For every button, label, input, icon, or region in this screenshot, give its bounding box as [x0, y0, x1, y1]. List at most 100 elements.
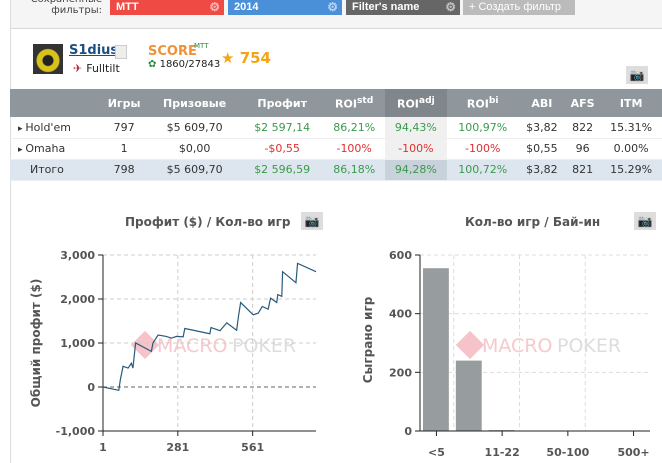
bar — [423, 268, 449, 431]
x-tick-label: <5 — [428, 446, 445, 459]
stars-value: 754 — [239, 49, 271, 67]
profit-series-line — [102, 262, 317, 392]
y-tick-label: 0 — [87, 381, 95, 394]
cell-abi: $3,82 — [518, 159, 566, 181]
watermark-text: POKER — [232, 335, 296, 357]
cell-roi-adj: -100% — [385, 138, 447, 160]
profile-card-icon[interactable] — [115, 45, 127, 59]
cell-profit: -$0,55 — [241, 138, 324, 160]
cell-games: 798 — [100, 159, 149, 181]
create-filter-button[interactable]: + Создать фильтр — [463, 0, 575, 15]
fulltilt-icon: ✈ — [73, 62, 83, 75]
watermark-logo — [455, 330, 485, 360]
col-roi-std[interactable]: ROIstd — [323, 89, 386, 117]
cell-profit: $2 597,14 — [241, 117, 324, 139]
cell-roi-std: 86,18% — [323, 159, 386, 181]
y-tick-label: 0 — [404, 425, 412, 438]
cell-name: ▸ Omaha — [10, 138, 100, 160]
x-tick-label: 500+ — [617, 446, 649, 459]
cell-afs: 821 — [565, 159, 601, 181]
rank: ✿ 1860/27843 — [148, 59, 220, 70]
watermark-text: POKER — [557, 335, 621, 357]
room-name: Fulltilt — [86, 62, 120, 75]
camera-icon[interactable]: 📷 — [626, 66, 648, 84]
cell-roi-adj: 94,28% — [385, 159, 447, 181]
score-label: SCORE — [148, 44, 197, 59]
col-roi-bi[interactable]: ROIbi — [446, 89, 519, 117]
ribbon-icon: ✿ — [148, 59, 157, 70]
camera-icon[interactable]: 📷 — [634, 212, 656, 230]
y-tick-label: 400 — [389, 308, 412, 321]
filter-chip-label: 2014 — [234, 1, 259, 13]
y-tick-label: 200 — [389, 366, 412, 379]
cell-roi-bi: 100,97% — [446, 117, 519, 139]
watermark-text: MACRO — [157, 335, 227, 357]
col-roi-adj[interactable]: ROIadj — [385, 89, 447, 117]
y-tick-label: 2,000 — [60, 293, 95, 306]
x-tick-label: 561 — [241, 441, 264, 454]
cell-itm: 15.31% — [600, 117, 662, 139]
cell-name: Итого — [10, 159, 100, 181]
cell-roi-bi: -100% — [446, 138, 519, 160]
col-profit[interactable]: Профит — [241, 89, 324, 117]
y-tick-label: 3,000 — [60, 249, 95, 262]
cell-abi: $3,82 — [518, 117, 566, 139]
profit-chart-title: Профит ($) / Кол-во игр — [125, 215, 291, 229]
cell-games: 1 — [100, 138, 149, 160]
filter-chip-2014[interactable]: 2014 ⚙ — [228, 0, 342, 15]
col-games[interactable]: Игры — [100, 89, 149, 117]
room: ✈ Fulltilt — [73, 62, 120, 75]
filter-chip-name[interactable]: Filter's name ⚙ — [346, 0, 460, 15]
x-tick-label: 281 — [166, 441, 189, 454]
cell-prizes: $5 609,70 — [148, 159, 242, 181]
filter-chip-label: Filter's name — [352, 1, 420, 13]
cell-profit: $2 596,59 — [241, 159, 324, 181]
table-row[interactable]: Итого 798 $5 609,70 $2 596,59 86,18% 94,28% 10… — [10, 159, 662, 181]
x-tick-label: 11-22 — [485, 446, 520, 459]
table-row[interactable]: ▸ Hold'em 797 $5 609,70 $2 597,14 86,21% 94,4… — [10, 117, 662, 139]
gear-icon[interactable]: ⚙ — [445, 0, 456, 14]
buyin-chart-title: Кол-во игр / Бай-ин — [465, 215, 601, 229]
buyin-chart: MACRO POKER 600 400 200 0 <5 11-22 50-100 500+ Сыг… — [361, 249, 650, 459]
cell-roi-adj: 94,43% — [385, 117, 447, 139]
table-row[interactable]: ▸ Omaha 1 $0,00 -$0,55 -100% -100% -100% $0,55 9… — [10, 138, 662, 160]
cell-name: ▸ Hold'em — [10, 117, 100, 139]
y-tick-label: 1,000 — [60, 337, 95, 350]
col-prizes[interactable]: Призовые — [148, 89, 242, 117]
cell-roi-bi: 100,72% — [446, 159, 519, 181]
rank-value: 1860/27843 — [159, 59, 221, 70]
x-tick-label: 50-100 — [546, 446, 589, 459]
gear-icon[interactable]: ⚙ — [327, 0, 338, 14]
expand-arrow-icon[interactable]: ▸ — [18, 123, 26, 134]
cell-roi-std: -100% — [323, 138, 386, 160]
expand-arrow-icon[interactable]: ▸ — [18, 145, 26, 155]
bar — [455, 360, 482, 431]
username-link[interactable]: S1dius — [69, 43, 119, 58]
col-afs[interactable]: AFS — [565, 89, 601, 117]
cell-itm: 15.29% — [600, 159, 662, 181]
cell-afs: 822 — [565, 117, 601, 139]
filter-chip-mtt[interactable]: MTT ⚙ — [110, 0, 224, 15]
col-name — [10, 89, 100, 117]
cell-games: 797 — [100, 117, 149, 139]
score-sup: MTT — [194, 42, 209, 50]
col-abi[interactable]: ABI — [518, 89, 566, 117]
y-tick-label: -1,000 — [56, 425, 96, 438]
y-tick-label: 600 — [389, 249, 412, 262]
saved-filters-label: Сохраненные фильтры: — [31, 0, 102, 16]
divider — [10, 0, 11, 463]
cell-abi: $0,55 — [518, 138, 566, 160]
x-tick-label: 1 — [99, 441, 107, 454]
col-itm[interactable]: ITM — [600, 89, 662, 117]
gear-icon[interactable]: ⚙ — [209, 0, 220, 14]
avatar — [33, 44, 63, 74]
y-axis-label: Сыграно игр — [361, 296, 375, 383]
cell-prizes: $5 609,70 — [148, 117, 242, 139]
cell-roi-std: 86,21% — [323, 117, 386, 139]
cell-prizes: $0,00 — [148, 138, 242, 160]
cell-itm: 0.00% — [600, 138, 662, 160]
camera-icon[interactable]: 📷 — [301, 212, 323, 230]
stats-table: Игры Призовые Профит ROIstd ROIadj ROIbi… — [10, 89, 662, 181]
cell-afs: 96 — [565, 138, 601, 160]
